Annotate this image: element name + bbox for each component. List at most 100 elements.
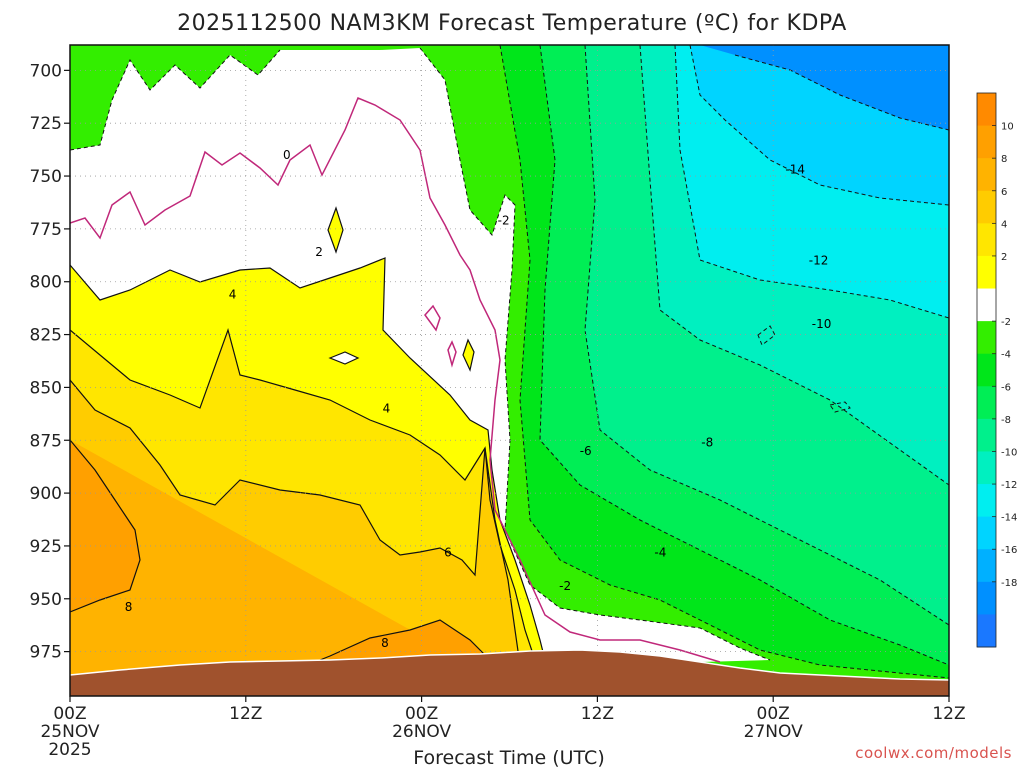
contour-label: 4 [229,287,237,301]
contour-warm-pocket-upper [327,206,344,254]
y-tick-label: 975 [30,643,62,663]
contour-8-left [70,439,141,613]
colorbar-label: 6 [1001,187,1007,198]
y-tick-label: 775 [30,220,62,240]
colorbar-label: 10 [1001,122,1014,133]
plot-area [70,45,949,696]
colorbar-swatch [977,93,996,127]
band-minus-4-to-minus-6 [480,45,949,680]
contour-minus-6 [539,45,949,666]
contour-label: 4 [383,402,391,416]
freezing-line-loop [424,304,441,332]
negative-isotherm-contours [70,45,949,679]
terrain-edge [70,649,949,681]
y-tick-label: 825 [30,326,62,346]
contour-minus-4 [499,45,949,679]
colorbar-swatch [977,581,996,615]
contour-label: 2 [315,245,323,259]
contour-label: -10 [812,317,832,331]
colorbar-label: -14 [1001,513,1017,524]
x-tick-date: 25NOV [40,722,99,742]
contour-label: -12 [809,254,829,268]
band-below-minus-16 [700,45,949,130]
contour-white-pocket [328,351,360,365]
y-tick-label: 700 [30,61,62,81]
colorbar-swatch [977,353,996,387]
contour-minus-2 [70,47,771,661]
colorbar-frame [976,92,997,648]
y-tick-label: 750 [30,167,62,187]
colorbar-swatch [977,614,996,648]
credit-text: coolwx.com/models [855,744,1012,762]
colorbar-swatch [977,321,996,355]
contour-6 [70,379,521,666]
contour-warm-pocket-mid [462,338,475,372]
colorbar-label: -8 [1001,415,1011,426]
contour-2 [70,257,546,661]
colorbar-label: -10 [1001,447,1017,458]
contour-small-loop-a [757,325,776,346]
contour-8-lower [319,619,491,661]
contour-labels: 0 -2 2 4 4 6 8 8 -2 -4 -6 -8 -10 -12 -14 [125,148,832,650]
contour-label: 6 [444,545,452,559]
freezing-line-loop-b [447,340,457,368]
x-tick-date: 27NOV [744,722,803,742]
contour-minus-12 [674,45,949,319]
y-tick-label: 850 [30,378,62,398]
contour-label: -6 [580,444,592,458]
freezing-line-contour [70,97,721,663]
colorbar-swatch [977,484,996,518]
colorbar-label: -4 [1001,350,1011,361]
x-tick-label: 00Z [53,704,86,724]
colorbar-swatch [977,255,996,290]
x-tick-date: 26NOV [392,722,451,742]
colorbar-label: -12 [1001,480,1017,491]
contour-label: 0 [283,148,291,162]
y-axis-ticks: 700 725 750 775 800 825 850 875 900 925 950 975 [30,61,70,663]
contour-minus-10 [639,45,949,486]
colorbar-swatch [977,190,996,224]
contour-label: 8 [125,600,133,614]
contour-small-loop-b [829,401,851,413]
colorbar-swatch [977,125,996,159]
colorbar-label: 8 [1001,154,1007,165]
contour-minus-16 [734,54,949,131]
y-tick-label: 925 [30,537,62,557]
y-tick-label: 725 [30,114,62,134]
contour-minus-8 [584,45,949,626]
colorbar-swatch [977,418,996,452]
colorbar-swatch [977,158,996,192]
grid-lines [70,45,949,696]
contour-label: -2 [498,213,510,227]
colorbar-swatch [977,386,996,420]
y-tick-label: 950 [30,590,62,610]
x-tick-label: 12Z [229,704,262,724]
x-tick-label: 00Z [757,704,790,724]
positive-isotherm-contours [70,206,546,666]
y-tick-label: 900 [30,484,62,504]
contour-label: -4 [654,545,666,559]
x-axis-label: Forecast Time (UTC) [413,747,604,768]
x-tick-label: 12Z [581,704,614,724]
x-tick-label: 12Z [932,704,965,724]
band-8-to-6 [70,440,500,680]
y-tick-label: 800 [30,273,62,293]
contour-label: -2 [559,579,571,593]
colorbar-label: -6 [1001,382,1011,393]
x-tick-year: 2025 [48,740,91,760]
plot-frame [69,44,950,697]
colorbar-label: -18 [1001,578,1017,589]
chart-title: 2025112500 NAM3KM Forecast Temperature (… [177,11,847,36]
colorbar-swatch [977,451,996,485]
contour-label: -8 [701,435,713,449]
contour-label: 8 [381,636,389,650]
colorbar-swatch [977,288,996,322]
colorbar-swatch [977,516,996,550]
colorbar-label: 4 [1001,219,1007,230]
x-tick-label: 00Z [405,704,438,724]
contour-minus-14 [689,45,949,206]
colorbar-label: -2 [1001,317,1011,328]
contour-label: -14 [785,163,805,177]
